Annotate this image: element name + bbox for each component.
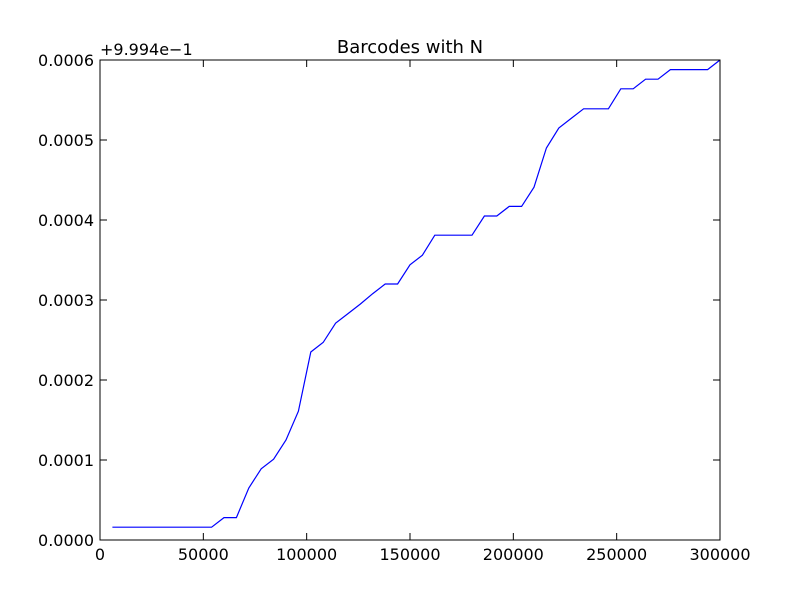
chart-title: Barcodes with N xyxy=(337,37,483,58)
x-tick-label: 300000 xyxy=(689,545,750,564)
y-tick-label: 0.0006 xyxy=(38,51,94,70)
x-tick-label: 0 xyxy=(95,545,105,564)
plot-area xyxy=(100,60,720,540)
y-tick-label: 0.0000 xyxy=(38,531,94,550)
y-tick-label: 0.0002 xyxy=(38,371,94,390)
y-tick-label: 0.0005 xyxy=(38,131,94,150)
x-tick-label: 150000 xyxy=(379,545,440,564)
x-tick-label: 50000 xyxy=(178,545,229,564)
y-tick-label: 0.0004 xyxy=(38,211,94,230)
x-tick-label: 100000 xyxy=(276,545,337,564)
y-tick-label: 0.0003 xyxy=(38,291,94,310)
x-axis-tick-labels: 0 50000 100000 150000 200000 250000 300000 xyxy=(95,545,751,564)
x-tick-label: 250000 xyxy=(586,545,647,564)
x-tick-label: 200000 xyxy=(483,545,544,564)
series-line xyxy=(112,59,721,528)
y-axis-tick-labels: 0.0000 0.0001 0.0002 0.0003 0.0004 0.0005 0.00… xyxy=(38,51,94,550)
plot-frame xyxy=(99,59,721,541)
y-axis-offset-label: +9.994e−1 xyxy=(100,40,193,59)
y-tick-label: 0.0001 xyxy=(38,451,94,470)
